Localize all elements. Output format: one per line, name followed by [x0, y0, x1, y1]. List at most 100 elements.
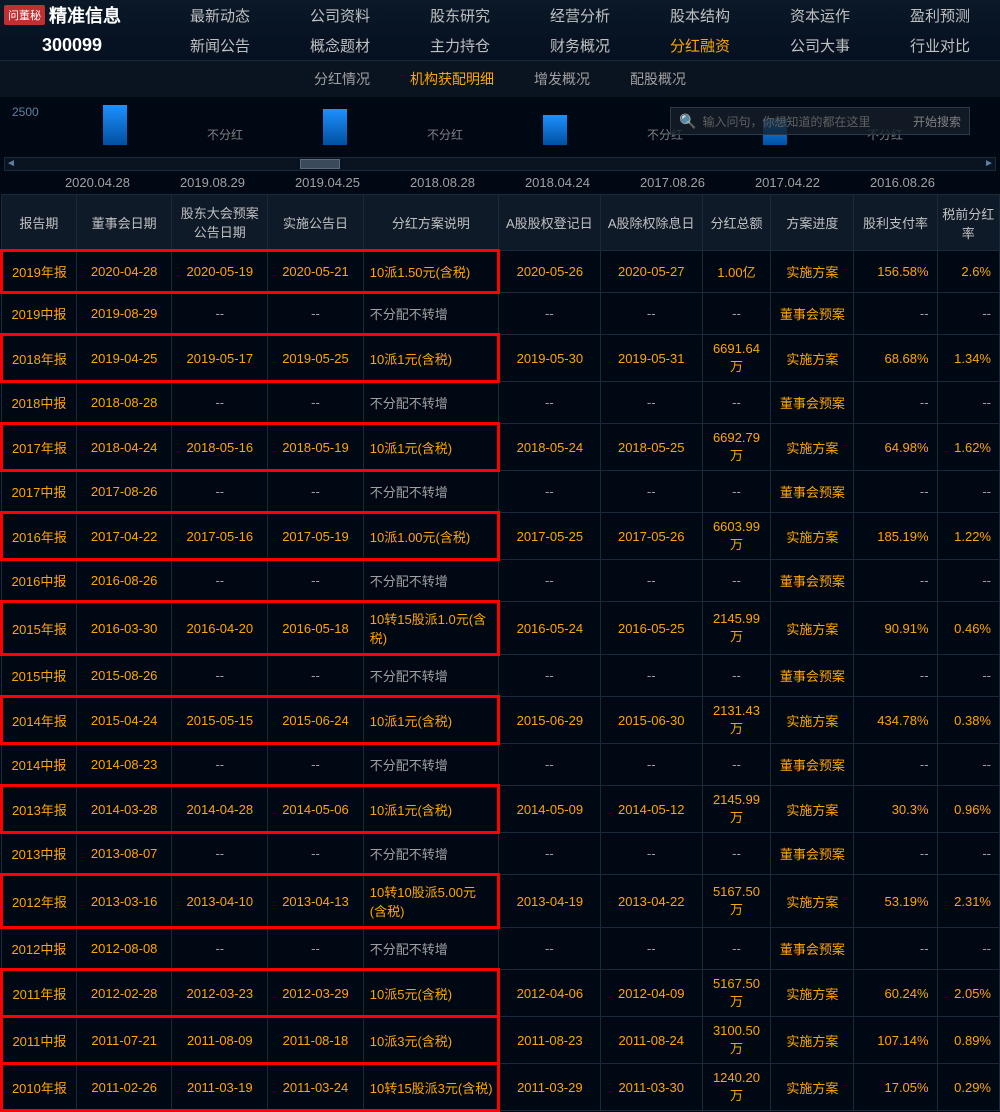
table-cell: 6603.99万	[702, 513, 771, 560]
search-button[interactable]: 开始搜索	[913, 113, 961, 130]
table-cell: --	[498, 833, 600, 875]
table-cell: 2018-05-25	[600, 424, 702, 471]
table-cell: 107.14%	[854, 1017, 937, 1064]
table-cell: --	[498, 560, 600, 602]
table-cell: 10派3元(含税)	[363, 1017, 498, 1064]
stock-code-block: 300099	[0, 35, 160, 56]
stock-code: 300099	[42, 35, 102, 56]
search-box[interactable]: 🔍 输入问句，你想知道的都在这里 开始搜索	[670, 107, 970, 135]
nav-item[interactable]: 盈利预测	[880, 5, 1000, 26]
table-cell: 实施方案	[771, 335, 854, 382]
table-header[interactable]: A股股权登记日	[498, 195, 600, 251]
table-header[interactable]: 分红总额	[702, 195, 771, 251]
timeline-date[interactable]: 2016.08.26	[845, 175, 960, 190]
table-header[interactable]: 股利支付率	[854, 195, 937, 251]
sub-nav-item[interactable]: 机构获配明细	[410, 69, 494, 89]
table-cell: --	[268, 744, 364, 786]
table-cell: 2011-03-24	[268, 1064, 364, 1111]
table-row: 2012中报2012-08-08----不分配不转增------董事会预案---…	[2, 928, 1000, 970]
chart-slot	[500, 97, 610, 145]
table-cell: 实施方案	[771, 1017, 854, 1064]
nav-item[interactable]: 行业对比	[880, 35, 1000, 56]
table-cell: 2018-05-19	[268, 424, 364, 471]
ask-secretary-button[interactable]: 问董秘	[4, 5, 45, 25]
sub-nav-item[interactable]: 配股概况	[630, 69, 686, 89]
table-cell: --	[600, 833, 702, 875]
nav-item[interactable]: 最新动态	[160, 5, 280, 26]
sub-nav-item[interactable]: 分红情况	[314, 69, 370, 89]
table-cell: --	[600, 382, 702, 424]
table-cell: 2131.43万	[702, 697, 771, 744]
table-row: 2013年报2014-03-282014-04-282014-05-0610派1…	[2, 786, 1000, 833]
scroll-left-icon[interactable]: ◄	[5, 158, 17, 170]
table-cell: 董事会预案	[771, 471, 854, 513]
table-cell: 2017-05-26	[600, 513, 702, 560]
chart-y-axis-label: 2500	[12, 105, 39, 119]
table-header[interactable]: 实施公告日	[268, 195, 364, 251]
table-header[interactable]: A股除权除息日	[600, 195, 702, 251]
table-cell: 2145.99万	[702, 602, 771, 655]
table-cell: --	[172, 655, 268, 697]
table-cell: --	[854, 928, 937, 970]
table-cell: 60.24%	[854, 970, 937, 1017]
table-cell: --	[172, 560, 268, 602]
table-cell: 2015-04-24	[76, 697, 172, 744]
table-cell: 2017-05-19	[268, 513, 364, 560]
table-cell: 10派1元(含税)	[363, 786, 498, 833]
table-cell: 董事会预案	[771, 744, 854, 786]
table-cell: --	[854, 833, 937, 875]
table-row: 2016年报2017-04-222017-05-162017-05-1910派1…	[2, 513, 1000, 560]
table-cell: 2016-05-18	[268, 602, 364, 655]
nav-item[interactable]: 股本结构	[640, 5, 760, 26]
table-header[interactable]: 报告期	[2, 195, 77, 251]
timeline-date[interactable]: 2020.04.28	[40, 175, 155, 190]
table-header[interactable]: 董事会日期	[76, 195, 172, 251]
table-cell: 1.22%	[937, 513, 999, 560]
scroll-right-icon[interactable]: ►	[983, 158, 995, 170]
timeline-scrollbar[interactable]: ◄ ►	[4, 157, 996, 171]
table-cell: --	[937, 382, 999, 424]
sub-nav-item[interactable]: 增发概况	[534, 69, 590, 89]
table-cell: --	[937, 471, 999, 513]
table-cell: 68.68%	[854, 335, 937, 382]
timeline-date[interactable]: 2017.08.26	[615, 175, 730, 190]
table-header[interactable]: 股东大会预案公告日期	[172, 195, 268, 251]
table-cell: 2011-03-29	[498, 1064, 600, 1111]
scrollbar-thumb[interactable]	[300, 159, 340, 169]
timeline-date[interactable]: 2018.08.28	[385, 175, 500, 190]
table-cell: --	[600, 928, 702, 970]
table-header[interactable]: 方案进度	[771, 195, 854, 251]
nav-item[interactable]: 分红融资	[640, 35, 760, 56]
nav-item[interactable]: 概念题材	[280, 35, 400, 56]
table-row: 2019中报2019-08-29----不分配不转增------董事会预案---…	[2, 293, 1000, 335]
nav-item[interactable]: 公司大事	[760, 35, 880, 56]
table-cell: --	[702, 833, 771, 875]
nav-item[interactable]: 主力持仓	[400, 35, 520, 56]
table-cell: 2017-05-25	[498, 513, 600, 560]
table-header[interactable]: 分红方案说明	[363, 195, 498, 251]
chart-area: 2500 不分红不分红不分红不分红 🔍 输入问句，你想知道的都在这里 开始搜索	[0, 97, 1000, 157]
timeline-date[interactable]: 2018.04.24	[500, 175, 615, 190]
timeline-date[interactable]: 2019.04.25	[270, 175, 385, 190]
table-cell: --	[498, 382, 600, 424]
timeline-date[interactable]: 2019.08.29	[155, 175, 270, 190]
table-row: 2018中报2018-08-28----不分配不转增------董事会预案---…	[2, 382, 1000, 424]
nav-item[interactable]: 财务概况	[520, 35, 640, 56]
table-cell: 0.89%	[937, 1017, 999, 1064]
nav-item[interactable]: 新闻公告	[160, 35, 280, 56]
table-cell: 2017-04-22	[76, 513, 172, 560]
nav-item[interactable]: 股东研究	[400, 5, 520, 26]
table-cell: 2011-08-24	[600, 1017, 702, 1064]
table-cell: --	[498, 471, 600, 513]
table-cell: 2013-08-07	[76, 833, 172, 875]
nav-item[interactable]: 公司资料	[280, 5, 400, 26]
table-cell: --	[854, 382, 937, 424]
nav-item[interactable]: 资本运作	[760, 5, 880, 26]
table-header[interactable]: 税前分红率	[937, 195, 999, 251]
nav-item[interactable]: 经营分析	[520, 5, 640, 26]
table-cell: --	[498, 928, 600, 970]
timeline-date[interactable]: 2017.04.22	[730, 175, 845, 190]
table-cell: 2017-08-26	[76, 471, 172, 513]
table-cell: 2010年报	[2, 1064, 77, 1111]
table-cell: 2019-05-31	[600, 335, 702, 382]
